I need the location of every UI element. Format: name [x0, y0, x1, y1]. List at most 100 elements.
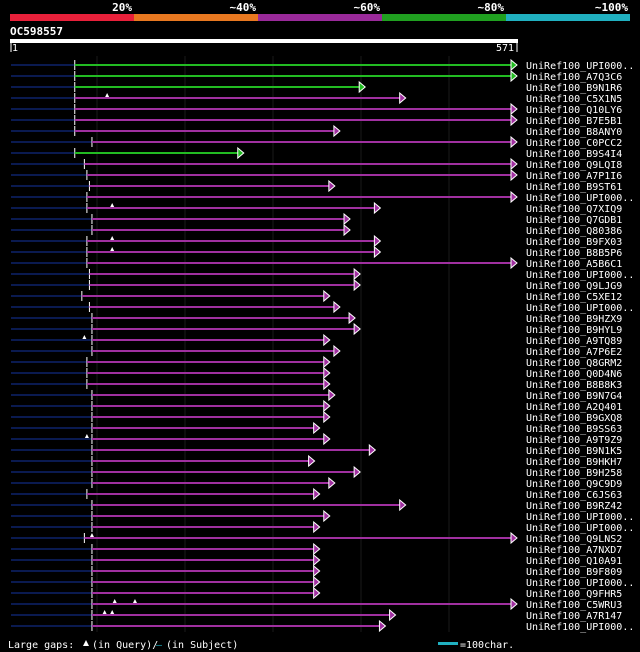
- hit-row[interactable]: UniRef100_Q10A91: [11, 555, 622, 567]
- hit-label[interactable]: UniRef100_UPI000..: [526, 512, 634, 523]
- hit-row[interactable]: UniRef100_A2Q401: [11, 401, 622, 413]
- hit-row[interactable]: UniRef100_UPI000..: [11, 192, 634, 204]
- hit-row[interactable]: UniRef100_A7P1I6: [11, 170, 622, 182]
- hit-row[interactable]: UniRef100_A9TQ89: [11, 335, 622, 347]
- hit-label[interactable]: UniRef100_A7P6E2: [526, 347, 622, 358]
- hit-label[interactable]: UniRef100_UPI000..: [526, 270, 634, 281]
- hit-label[interactable]: UniRef100_Q9LJG9: [526, 281, 622, 292]
- hit-label[interactable]: UniRef100_Q9FHR5: [526, 589, 622, 600]
- hit-row[interactable]: UniRef100_C5X1N5: [11, 93, 622, 105]
- hit-label[interactable]: UniRef100_A2Q401: [526, 402, 622, 413]
- hit-row[interactable]: UniRef100_B9F809: [11, 566, 622, 578]
- hit-label[interactable]: UniRef100_B9HKH7: [526, 457, 622, 468]
- hit-row[interactable]: UniRef100_C6JS63: [11, 489, 622, 501]
- hit-row[interactable]: UniRef100_B9RZ42: [11, 500, 622, 512]
- hit-label[interactable]: UniRef100_B8B5P6: [526, 248, 622, 259]
- hit-label[interactable]: UniRef100_B9H258: [526, 468, 622, 479]
- hit-row[interactable]: UniRef100_B9ST61: [11, 181, 622, 193]
- hit-row[interactable]: UniRef100_Q8GRM2: [11, 357, 622, 369]
- hit-label[interactable]: UniRef100_A7P1I6: [526, 171, 622, 182]
- hit-label[interactable]: UniRef100_B9N7G4: [526, 391, 622, 402]
- hit-row[interactable]: UniRef100_A9T9Z9: [11, 434, 622, 446]
- hit-label[interactable]: UniRef100_UPI000..: [526, 578, 634, 589]
- hit-label[interactable]: UniRef100_Q9LNS2: [526, 534, 622, 545]
- hit-label[interactable]: UniRef100_Q7GDB1: [526, 215, 622, 226]
- hit-row[interactable]: UniRef100_B9N1K5: [11, 445, 622, 457]
- hit-label[interactable]: UniRef100_B9HYL9: [526, 325, 622, 336]
- hit-label[interactable]: UniRef100_C0PCC2: [526, 138, 622, 149]
- hit-row[interactable]: UniRef100_B9FX03: [11, 236, 622, 248]
- hit-row[interactable]: UniRef100_A7R147: [11, 610, 622, 622]
- hit-row[interactable]: UniRef100_Q80386: [11, 225, 622, 237]
- hit-row[interactable]: UniRef100_B8ANY0: [11, 126, 622, 138]
- hit-label[interactable]: UniRef100_UPI000..: [526, 303, 634, 314]
- hit-row[interactable]: UniRef100_UPI000..: [11, 302, 634, 314]
- hit-row[interactable]: UniRef100_Q9FHR5: [11, 588, 622, 600]
- hit-label[interactable]: UniRef100_UPI000..: [526, 61, 634, 72]
- hit-row[interactable]: UniRef100_A7NXD7: [11, 544, 622, 556]
- hit-row[interactable]: UniRef100_B8B8K3: [11, 379, 622, 391]
- hit-row[interactable]: UniRef100_Q9LQI8: [11, 159, 622, 171]
- hit-label[interactable]: UniRef100_A7Q3C6: [526, 72, 622, 83]
- hit-row[interactable]: UniRef100_B9H258: [11, 467, 622, 479]
- hit-label[interactable]: UniRef100_C6JS63: [526, 490, 622, 501]
- hit-row[interactable]: UniRef100_B7E5B1: [11, 115, 622, 127]
- hit-row[interactable]: UniRef100_Q9C9D9: [11, 478, 622, 490]
- hit-row[interactable]: UniRef100_B9HYL9: [11, 324, 622, 336]
- hit-row[interactable]: UniRef100_A5B6C1: [11, 258, 622, 270]
- hit-row[interactable]: UniRef100_C5WRU3: [11, 599, 622, 611]
- hit-label[interactable]: UniRef100_B8B8K3: [526, 380, 622, 391]
- hit-label[interactable]: UniRef100_Q9LQI8: [526, 160, 622, 171]
- hit-label[interactable]: UniRef100_B9FX03: [526, 237, 622, 248]
- hit-row[interactable]: UniRef100_Q9LJG9: [11, 280, 622, 292]
- hit-row[interactable]: UniRef100_UPI000..: [11, 269, 634, 281]
- hit-label[interactable]: UniRef100_Q8GRM2: [526, 358, 622, 369]
- hit-row[interactable]: UniRef100_B9SS63: [11, 423, 622, 435]
- hit-row[interactable]: UniRef100_UPI000..: [11, 621, 634, 633]
- hit-label[interactable]: UniRef100_B9GXQ8: [526, 413, 622, 424]
- hit-label[interactable]: UniRef100_B9HZX9: [526, 314, 622, 325]
- hit-row[interactable]: UniRef100_A7Q3C6: [11, 71, 622, 83]
- hit-label[interactable]: UniRef100_B7E5B1: [526, 116, 622, 127]
- hit-label[interactable]: UniRef100_Q10LY6: [526, 105, 622, 116]
- hit-label[interactable]: UniRef100_Q0D4N6: [526, 369, 622, 380]
- hit-label[interactable]: UniRef100_C5X1N5: [526, 94, 622, 105]
- hit-row[interactable]: UniRef100_UPI000..: [11, 60, 634, 72]
- hit-row[interactable]: UniRef100_B9N1R6: [11, 82, 622, 94]
- hit-label[interactable]: UniRef100_B8ANY0: [526, 127, 622, 138]
- hit-label[interactable]: UniRef100_A9T9Z9: [526, 435, 622, 446]
- hit-label[interactable]: UniRef100_A7NXD7: [526, 545, 622, 556]
- hit-label[interactable]: UniRef100_B9N1K5: [526, 446, 622, 457]
- hit-row[interactable]: UniRef100_B8B5P6: [11, 247, 622, 259]
- hit-row[interactable]: UniRef100_UPI000..: [11, 577, 634, 589]
- hit-row[interactable]: UniRef100_Q0D4N6: [11, 368, 622, 380]
- hit-label[interactable]: UniRef100_A5B6C1: [526, 259, 622, 270]
- hit-row[interactable]: UniRef100_Q10LY6: [11, 104, 622, 116]
- hit-row[interactable]: UniRef100_Q7XIQ9: [11, 203, 622, 215]
- hit-label[interactable]: UniRef100_B9N1R6: [526, 83, 622, 94]
- hit-row[interactable]: UniRef100_A7P6E2: [11, 346, 622, 358]
- hit-label[interactable]: UniRef100_B9ST61: [526, 182, 622, 193]
- hit-label[interactable]: UniRef100_Q80386: [526, 226, 622, 237]
- hit-label[interactable]: UniRef100_B9SS63: [526, 424, 622, 435]
- hit-label[interactable]: UniRef100_B9S4I4: [526, 149, 622, 160]
- hit-row[interactable]: UniRef100_B9N7G4: [11, 390, 622, 402]
- hit-label[interactable]: UniRef100_Q9C9D9: [526, 479, 622, 490]
- hit-row[interactable]: UniRef100_B9HZX9: [11, 313, 622, 325]
- hit-label[interactable]: UniRef100_A9TQ89: [526, 336, 622, 347]
- hit-row[interactable]: UniRef100_UPI000..: [11, 511, 634, 523]
- hit-label[interactable]: UniRef100_C5XE12: [526, 292, 622, 303]
- hit-label[interactable]: UniRef100_UPI000..: [526, 622, 634, 633]
- hit-label[interactable]: UniRef100_UPI000..: [526, 193, 634, 204]
- hit-label[interactable]: UniRef100_UPI000..: [526, 523, 634, 534]
- hit-row[interactable]: UniRef100_C0PCC2: [11, 137, 622, 149]
- hit-row[interactable]: UniRef100_C5XE12: [11, 291, 622, 303]
- hit-label[interactable]: UniRef100_B9RZ42: [526, 501, 622, 512]
- hit-row[interactable]: UniRef100_B9S4I4: [11, 148, 622, 160]
- hit-row[interactable]: UniRef100_B9HKH7: [11, 456, 622, 468]
- hit-row[interactable]: UniRef100_B9GXQ8: [11, 412, 622, 424]
- hit-row[interactable]: UniRef100_Q7GDB1: [11, 214, 622, 226]
- hit-label[interactable]: UniRef100_B9F809: [526, 567, 622, 578]
- hit-row[interactable]: UniRef100_Q9LNS2: [11, 533, 622, 545]
- hit-row[interactable]: UniRef100_UPI000..: [11, 522, 634, 534]
